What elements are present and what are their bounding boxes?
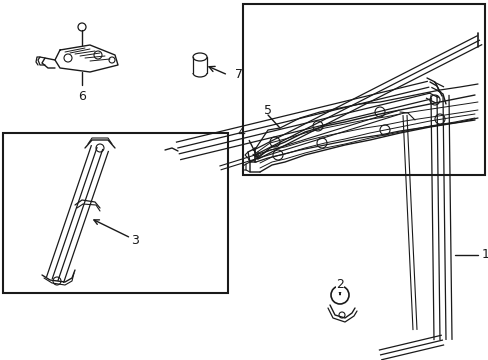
Text: 1: 1	[481, 248, 488, 261]
Text: 5: 5	[264, 104, 271, 117]
Text: 7: 7	[235, 68, 243, 81]
Text: 2: 2	[335, 279, 343, 294]
Bar	[3, 133, 227, 293]
Text: 4: 4	[237, 126, 244, 139]
Text: 6: 6	[78, 90, 86, 103]
Text: 3: 3	[94, 220, 139, 247]
Bar	[243, 4, 484, 175]
